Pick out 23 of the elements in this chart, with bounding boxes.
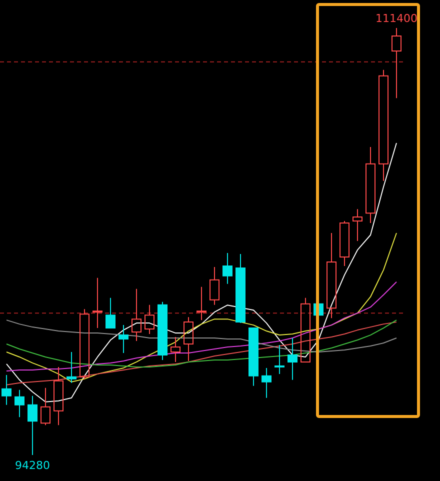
candlestick	[196, 286, 206, 321]
candlestick	[132, 288, 142, 342]
candlestick	[28, 395, 38, 456]
candlestick	[14, 389, 24, 418]
candlestick	[184, 316, 194, 362]
candlestick	[210, 266, 220, 306]
candlestick	[222, 252, 232, 284]
candlestick	[288, 338, 298, 380]
candlestick	[92, 277, 102, 329]
candlestick	[274, 344, 284, 374]
candlestick	[262, 367, 272, 398]
candlestick	[118, 324, 128, 354]
candlestick	[352, 208, 362, 242]
candlestick	[366, 146, 376, 224]
candlestick	[378, 69, 388, 182]
candlestick	[326, 232, 336, 319]
candlestick	[144, 304, 154, 335]
candlestick	[170, 336, 180, 362]
candlestick	[54, 366, 64, 426]
candlestick	[2, 374, 12, 406]
annotation: 94280	[15, 459, 50, 472]
annotation: 111400	[376, 12, 418, 25]
candlestick	[392, 28, 402, 99]
